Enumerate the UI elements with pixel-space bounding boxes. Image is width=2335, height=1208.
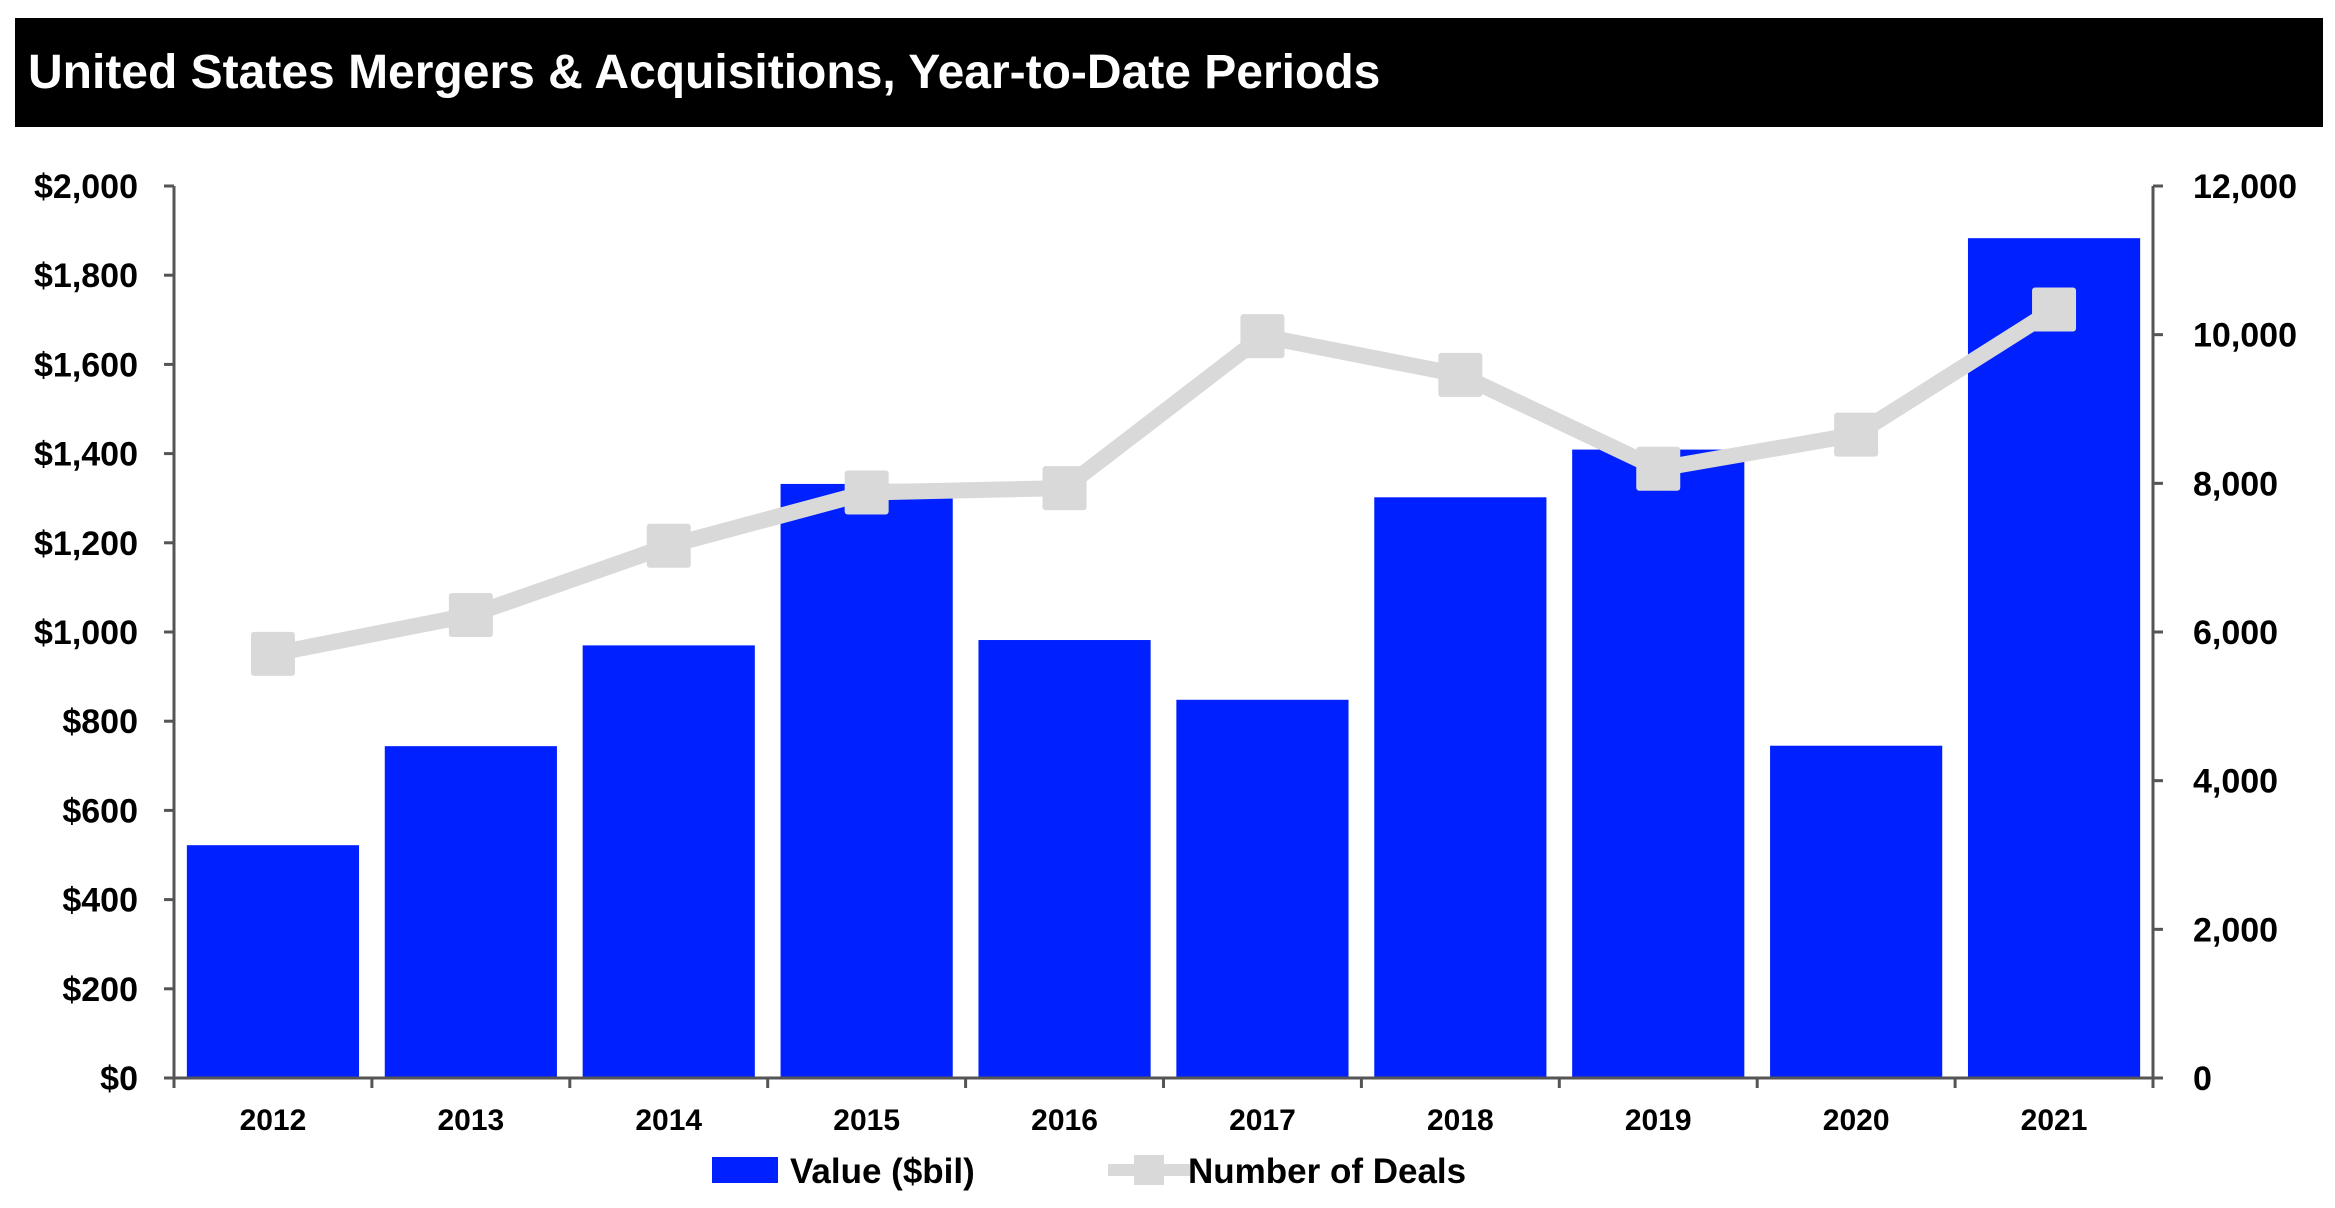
deals-marker-2016 <box>1042 466 1087 511</box>
left-axis: $0 $200 $400 $600 $800 $1,000 $1,200 $1,400 $1,6… <box>34 168 176 1098</box>
left-tick-label: $800 <box>62 703 138 741</box>
deals-marker-2017 <box>1240 314 1285 359</box>
left-tick-label: $600 <box>62 792 138 830</box>
bar-2016 <box>978 640 1151 1078</box>
left-tick-label: $0 <box>100 1060 138 1098</box>
x-tick-label: 2017 <box>1229 1104 1296 1137</box>
left-tick-label: $1,200 <box>34 525 138 563</box>
left-tick-label: $1,000 <box>34 614 138 652</box>
right-tick-label: 6,000 <box>2193 614 2278 652</box>
line-series <box>250 287 2077 676</box>
deals-marker-2012 <box>250 631 295 676</box>
bar-2019 <box>1572 449 1745 1078</box>
x-tick-label: 2012 <box>240 1104 307 1137</box>
right-tick-label: 2,000 <box>2193 911 2278 949</box>
title-bar <box>15 18 2323 127</box>
left-tick-label: $1,800 <box>34 257 138 295</box>
x-tick-label: 2016 <box>1031 1104 1098 1137</box>
x-tick-label: 2018 <box>1427 1104 1494 1137</box>
bar-2020 <box>1770 745 1943 1078</box>
x-tick-label: 2021 <box>2021 1104 2088 1137</box>
bar-2018 <box>1374 497 1547 1079</box>
left-tick-label: $400 <box>62 882 138 920</box>
x-tick-label: 2019 <box>1625 1104 1692 1137</box>
left-tick-label: $1,600 <box>34 346 138 384</box>
right-axis: 0 2,000 4,000 6,000 8,000 10,000 12,000 <box>2151 168 2297 1098</box>
bar-2012 <box>186 845 360 1078</box>
x-tick-label: 2013 <box>437 1104 504 1137</box>
bar-2017 <box>1176 699 1349 1078</box>
x-tick-label: 2014 <box>635 1104 702 1137</box>
left-tick-label: $200 <box>62 971 138 1009</box>
right-tick-label: 8,000 <box>2193 465 2278 503</box>
bar-2021 <box>1967 238 2141 1078</box>
right-tick-label: 4,000 <box>2193 763 2278 801</box>
bar-2015 <box>780 483 953 1079</box>
left-tick-label: $2,000 <box>34 168 138 206</box>
deals-marker-2013 <box>448 592 493 637</box>
legend-swatch-value <box>712 1157 778 1183</box>
chart-title: United States Mergers & Acquisitions, Ye… <box>28 46 1380 99</box>
left-tick-label: $1,400 <box>34 436 138 474</box>
legend-label-deals: Number of Deals <box>1188 1152 1466 1191</box>
bar-series <box>186 238 2141 1079</box>
x-axis: 2012 2013 2014 2015 2016 2017 2018 2019 2020 2021 <box>172 1076 2155 1137</box>
x-tick-label: 2020 <box>1823 1104 1890 1137</box>
deals-marker-2015 <box>844 470 889 515</box>
right-tick-label: 0 <box>2193 1060 2212 1098</box>
legend-label-value: Value ($bil) <box>790 1152 975 1191</box>
bar-2014 <box>582 645 755 1078</box>
right-tick-label: 10,000 <box>2193 317 2297 355</box>
deals-line <box>271 302 2059 662</box>
deals-marker-2021 <box>2032 287 2077 332</box>
bar-2013 <box>384 746 557 1078</box>
right-tick-label: 12,000 <box>2193 168 2297 206</box>
legend: Value ($bil) Number of Deals <box>712 1152 1466 1191</box>
x-tick-label: 2015 <box>833 1104 900 1137</box>
deals-marker-2018 <box>1438 352 1483 397</box>
deals-marker-2014 <box>646 523 691 568</box>
deals-marker-2019 <box>1636 446 1681 491</box>
deals-marker-2020 <box>1834 412 1879 457</box>
legend-swatch-marker <box>1134 1155 1164 1185</box>
